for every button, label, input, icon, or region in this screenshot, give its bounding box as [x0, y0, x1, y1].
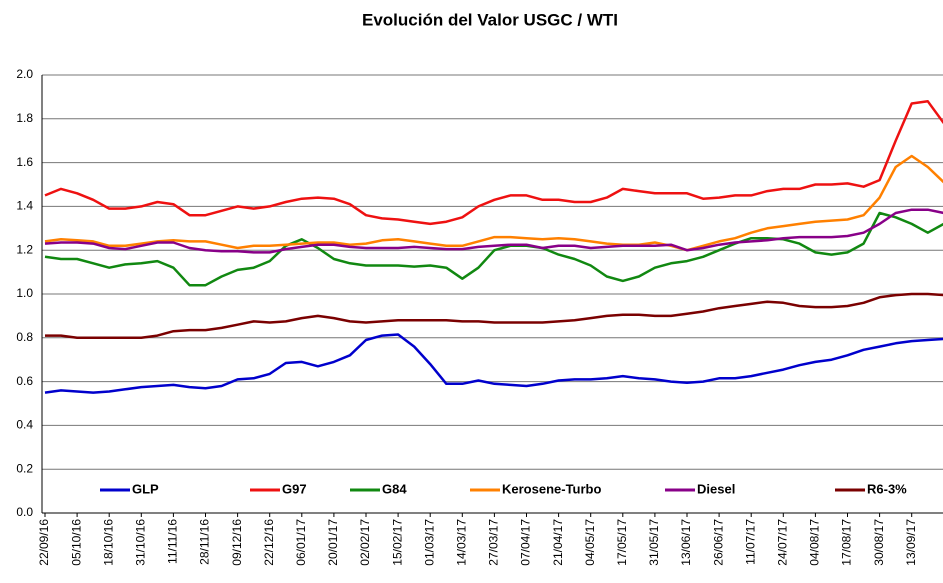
x-tick-label: 02/02/17	[358, 519, 372, 566]
y-tick-label: 0.8	[16, 330, 33, 344]
y-tick-label: 0.6	[16, 374, 33, 388]
series-line	[44, 100, 943, 226]
x-tick-label: 18/10/16	[101, 519, 115, 566]
x-tick-label: 20/01/17	[326, 519, 340, 566]
series-line	[44, 154, 943, 252]
y-tick-label: 1.8	[16, 111, 33, 125]
x-tick-label: 17/08/17	[840, 519, 854, 566]
y-tick-label: 0.4	[16, 418, 33, 432]
chart-title: Evolución del Valor USGC / WTI	[362, 10, 618, 29]
x-tick-label: 11/07/17	[743, 519, 757, 565]
x-tick-label: 07/04/17	[519, 519, 533, 566]
x-tick-label: 27/03/17	[487, 519, 501, 566]
x-tick-label: 05/10/16	[69, 519, 83, 566]
y-tick-label: 1.4	[16, 199, 33, 213]
x-tick-label: 01/03/17	[422, 519, 436, 566]
legend-label: R6-3%	[867, 481, 907, 496]
x-tick-label: 28/11/16	[198, 519, 212, 565]
series-line	[44, 208, 943, 254]
y-tick-label: 1.0	[16, 286, 33, 300]
x-tick-label: 13/06/17	[679, 519, 693, 566]
x-tick-label: 22/12/16	[262, 519, 276, 566]
legend-label: G84	[382, 481, 407, 496]
x-tick-label: 13/09/17	[904, 519, 918, 566]
x-tick-label: 14/03/17	[454, 519, 468, 566]
x-tick-label: 22/09/16	[37, 519, 51, 566]
legend-label: G97	[282, 481, 307, 496]
series-line	[44, 211, 943, 287]
x-tick-label: 09/12/16	[230, 519, 244, 566]
y-tick-label: 1.6	[16, 155, 33, 169]
y-tick-label: 2.0	[16, 67, 33, 81]
legend-label: Diesel	[697, 481, 735, 496]
y-tick-label: 1.2	[16, 242, 33, 256]
x-tick-label: 04/05/17	[583, 519, 597, 566]
x-tick-label: 04/08/17	[808, 519, 822, 566]
legend-label: GLP	[132, 481, 159, 496]
x-tick-label: 17/05/17	[615, 519, 629, 566]
x-tick-label: 24/07/17	[775, 519, 789, 566]
x-tick-label: 26/06/17	[711, 519, 725, 566]
x-tick-label: 30/08/17	[872, 519, 886, 566]
series-line	[45, 292, 943, 340]
x-tick-label: 06/01/17	[294, 519, 308, 566]
y-tick-label: 0.0	[16, 505, 33, 519]
x-tick-label: 31/10/16	[133, 519, 147, 566]
legend-label: Kerosene-Turbo	[502, 481, 601, 496]
y-tick-label: 0.2	[16, 461, 33, 475]
x-tick-label: 31/05/17	[647, 519, 661, 566]
series-line	[44, 333, 943, 394]
x-tick-label: 21/04/17	[551, 519, 565, 566]
x-tick-label: 15/02/17	[390, 519, 404, 566]
x-tick-label: 11/11/16	[166, 519, 180, 564]
